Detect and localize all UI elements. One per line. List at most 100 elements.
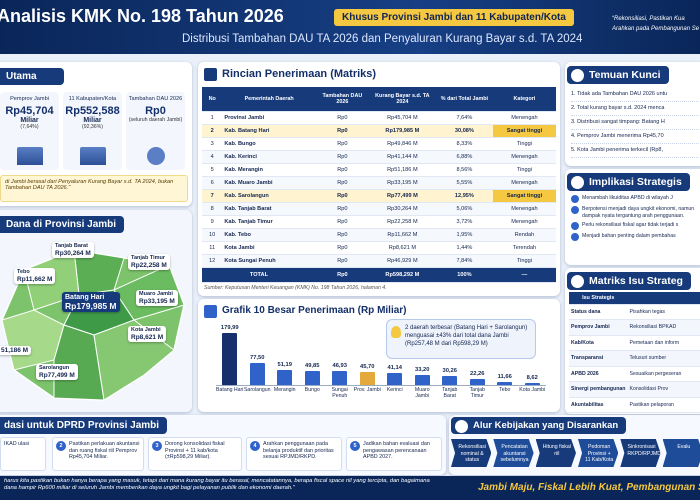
card-label: 11 Kabupaten/Kota (68, 96, 117, 102)
implications-title: Implikasi Strategis (567, 173, 690, 191)
map-label-value: Rp11,662 M (17, 276, 53, 283)
card-label: Tambahan DAU 2026 (128, 96, 183, 102)
data-table: No Pemerintah Daerah Tambahan DAU 2026 Kura… (202, 87, 556, 283)
table-cell: 1,44% (435, 241, 493, 255)
recommendation-item: 2 Pastikan perlakuan akuntansi dan ruang … (52, 437, 144, 471)
matrix-table: Isu Strategis Status dana Pisahkan tegas Pe… (569, 292, 700, 413)
bar (304, 370, 320, 385)
implication-item: Berpotensi menjadi daya ungkit ekonomi, … (571, 206, 700, 219)
implication-item: Menjadi bahan penting dalam pembahas (571, 233, 700, 241)
table-cell: 10 (202, 228, 223, 242)
findings-panel: Temuan Kunci 1. Tidak ada Tambahan DAU 2… (565, 62, 700, 166)
matrix-title: Matriks Isu Strateg (567, 272, 691, 290)
table-cell: Rp51,186 M (368, 163, 436, 177)
table-cell: Rp45,704 M (368, 111, 436, 125)
bar (332, 371, 348, 385)
x-tick-label: Merangin (273, 387, 296, 393)
table-header-cell: Pemerintah Daerah (222, 87, 316, 112)
card-share: (92,36%) (81, 124, 104, 130)
map-region (53, 324, 105, 401)
bar (442, 376, 458, 385)
finding-item: 3. Distribusi sangat timpang: Batang H (571, 116, 700, 130)
findings-title: Temuan Kunci (567, 66, 669, 84)
table-cell: Sangat tinggi (492, 124, 556, 138)
card-icon (79, 147, 106, 165)
map-label-name: Tebo (17, 269, 30, 275)
matrix-header-cell (627, 292, 700, 305)
x-tick-label: Batang Hari (216, 387, 244, 393)
table-cell: Rp0 (315, 176, 369, 190)
table-cell: Kab. Merangin (222, 163, 316, 177)
flow-step: Rekonsiliasi nominal & status (451, 439, 492, 467)
footer-text: harus kita pastikan bukan hanya berapa y… (4, 478, 430, 491)
table-cell: 1 (202, 111, 223, 125)
table-cell: 2 (202, 124, 223, 138)
table-row: 5 Kab. Merangin Rp0 Rp51,186 M 8,56% Tinggi (202, 163, 556, 177)
table-cell: 8 (202, 202, 223, 216)
flow-step: Hitung fiskal riil (535, 439, 576, 467)
bar (277, 370, 293, 385)
table-cell: 11 (202, 241, 223, 255)
implication-icon (571, 195, 579, 203)
table-header-cell: Kurang Bayar s.d. TA 2024 (368, 87, 436, 112)
map-title: Dana di Provinsi Jambi (0, 216, 125, 233)
matrix-row: Sinergi pembangunan Konsolidasi Prov (569, 381, 700, 398)
map-label: Tanjab Timur Rp22,258 M (128, 254, 170, 270)
bar (469, 378, 485, 385)
table-cell: 3 (202, 137, 223, 151)
card-icon (16, 147, 43, 165)
matrix-row: APBD 2026 Sesuaikan pergeseran (569, 366, 700, 382)
table-header-cell: Kategori (492, 87, 556, 112)
table-total-cell: Rp598,292 M (368, 267, 436, 283)
table-cell: 12 (202, 254, 223, 268)
implication-item: Menambah likuiditas APBD di wilayah J (571, 195, 700, 203)
table-cell: Terendah (492, 241, 556, 255)
implications-list: Menambah likuiditas APBD di wilayah J Ber… (571, 195, 700, 244)
recommendation-number: 4 (250, 441, 260, 451)
table-cell: 3,72% (435, 215, 493, 229)
table-cell: Rp0 (315, 163, 369, 177)
table-row: 4 Kab. Kerinci Rp0 Rp41,144 M 6,88% Menengah (202, 150, 556, 164)
table-cell: Tinggi (492, 254, 556, 268)
table-row: 8 Kab. Tanjab Barat Rp0 Rp30,264 M 5,06% Mene… (202, 202, 556, 216)
bar (387, 373, 403, 385)
table-cell: 7,84% (435, 254, 493, 268)
bar-value-label: 8,62 (526, 374, 538, 381)
implication-item: Perlu rekonsiliasi fiskal agar tidak ter… (571, 222, 700, 230)
matrix-cell: Telusuri sumber (627, 350, 700, 367)
recommendations-panel: dasi untuk DPRD Provinsi Jambi IKAD ulas… (0, 415, 446, 475)
icon (455, 420, 468, 433)
map-label-name: Tanjab Timur (131, 255, 166, 261)
table-cell: 5 (202, 163, 223, 177)
card-value: Rp0 (145, 105, 166, 117)
icon (571, 275, 584, 288)
summary-panel: Utama Pemprov Jambi Rp45,704 Miliar (7,64%)… (0, 62, 192, 206)
icon (571, 176, 584, 189)
bar-value-label: 51,19 (277, 362, 292, 369)
matrix-cell: Sesuaikan pergeseran (627, 366, 700, 382)
table-header-cell: Tambahan DAU 2026 (315, 87, 369, 112)
matrix-cell: Akuntabilitas (569, 397, 628, 413)
map-label-value: Rp30,264 M (55, 250, 91, 257)
matrix-row: Akuntabilitas Pastikan pelaporan (569, 397, 700, 413)
card-label: Pemprov Jambi (10, 96, 49, 102)
recommendation-number: 3 (152, 441, 162, 451)
table-cell: Rendah (492, 228, 556, 242)
bar-value-label: 33,20 (414, 367, 430, 374)
table-cell: Kota Sungai Penuh (222, 254, 316, 268)
map-panel: Dana di Provinsi Jambi Tanjab Barat Rp30,… (0, 210, 192, 412)
table-cell: Rp0 (315, 137, 369, 151)
table-cell: Rp77,499 M (368, 189, 436, 203)
implication-text: Menjadi bahan penting dalam pembahas (582, 233, 676, 239)
matrix-header-row: Isu Strategis (569, 292, 700, 305)
table-cell: Rp33,195 M (368, 176, 436, 190)
table-cell: Rp0 (315, 241, 369, 255)
table-cell: Rp41,144 M (368, 150, 436, 164)
bar-value-label: 46,93 (332, 363, 347, 370)
x-tick-label: Kerinci (386, 387, 403, 393)
chart-title-text: Grafik 10 Besar Penerimaan (Rp Miliar) (222, 305, 407, 316)
table-row: 12 Kota Sungai Penuh Rp0 Rp46,929 M 7,84% Tin… (202, 254, 556, 268)
table-row: 6 Kab. Muaro Jambi Rp0 Rp33,195 M 5,55% Menen… (202, 176, 556, 190)
header-subtitle: Distribusi Tambahan DAU TA 2026 dan Peny… (182, 33, 583, 45)
